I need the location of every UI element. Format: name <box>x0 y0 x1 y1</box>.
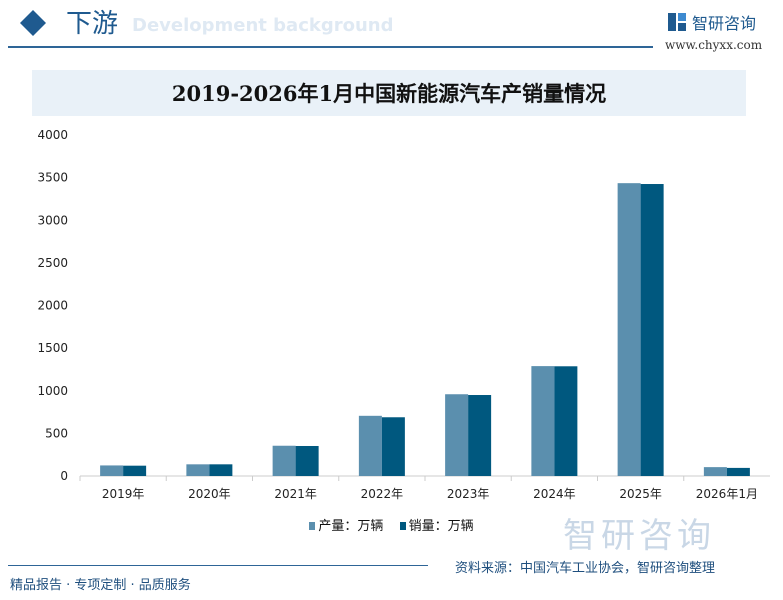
y-tick-label: 1000 <box>37 384 68 398</box>
legend-label: 销量：万辆 <box>408 519 474 534</box>
logo-url: www.chyxx.com <box>665 38 763 52</box>
legend: 产量：万辆 销量：万辆 <box>0 515 783 534</box>
x-tick-label: 2026年1月 <box>696 487 758 501</box>
legend-swatch <box>309 522 316 530</box>
chart-title: 2019-2026年1月中国新能源汽车产销量情况 <box>171 81 607 106</box>
header-divider <box>8 46 653 48</box>
bar-sales <box>209 464 233 476</box>
legend-label: 产量：万辆 <box>318 519 384 534</box>
header-subtitle: Development background <box>132 15 394 36</box>
bar-sales <box>468 395 492 476</box>
bar-sales <box>640 184 664 477</box>
bar-production <box>531 366 555 476</box>
y-tick-label: 1500 <box>37 341 68 355</box>
x-tick-label: 2024年 <box>533 487 576 501</box>
y-tick-label: 2000 <box>37 299 68 313</box>
x-tick-label: 2023年 <box>447 487 490 501</box>
bar-production <box>100 465 124 476</box>
source-note: 资料来源：中国汽车工业协会，智研咨询整理 <box>455 561 716 576</box>
bar-sales <box>381 417 405 476</box>
bar-chart: 0 500 1000 1500 2000 2500 3000 3500 4000 2019年 202… <box>37 128 770 501</box>
y-tick-label: 3000 <box>37 213 68 227</box>
y-tick-label: 2500 <box>37 256 68 270</box>
bar-production <box>617 183 641 476</box>
x-tick-label: 2022年 <box>361 487 404 501</box>
y-tick-label: 3500 <box>37 171 68 185</box>
x-tick-label: 2021年 <box>274 487 317 501</box>
bar-sales <box>295 445 319 476</box>
logo: 智研咨询 <box>668 10 756 34</box>
bar-production <box>272 445 296 476</box>
bar-production <box>445 394 469 476</box>
legend-swatch <box>399 522 406 530</box>
logo-text: 智研咨询 <box>692 14 757 33</box>
bar-production <box>358 415 382 476</box>
x-tick-label: 2020年 <box>188 487 231 501</box>
diamond-icon <box>20 10 46 36</box>
bar-production <box>186 464 210 476</box>
y-tick-label: 0 <box>60 469 68 483</box>
bar-production <box>703 467 727 476</box>
bar-sales <box>123 465 147 476</box>
chart-title-box: 2019-2026年1月中国新能源汽车产销量情况 <box>32 70 746 116</box>
x-tick-label: 2019年 <box>102 487 145 501</box>
y-tick-label: 500 <box>45 426 68 440</box>
header-title: 下游 <box>66 9 119 39</box>
legend-sales: 销量：万辆 <box>399 519 474 534</box>
bar-sales <box>726 467 750 476</box>
legend-production: 产量：万辆 <box>309 519 383 534</box>
watermark-logo: 智研咨询 <box>563 516 715 556</box>
bar-sales <box>554 366 578 476</box>
footer-slogan: 精品报告 · 专项定制 · 品质服务 <box>10 578 191 593</box>
y-tick-label: 4000 <box>37 128 68 142</box>
footer-divider <box>8 565 428 566</box>
logo-icon <box>668 13 686 31</box>
x-tick-label: 2025年 <box>619 487 662 501</box>
